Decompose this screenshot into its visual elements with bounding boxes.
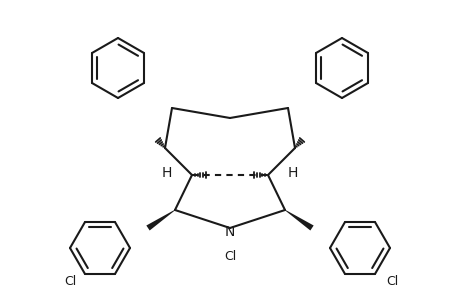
Text: H: H — [287, 166, 298, 180]
Polygon shape — [284, 210, 313, 230]
Polygon shape — [146, 210, 175, 230]
Text: Cl: Cl — [385, 275, 397, 289]
Text: Cl: Cl — [224, 250, 235, 263]
Text: N: N — [224, 225, 235, 239]
Text: Cl: Cl — [64, 275, 76, 289]
Text: H: H — [161, 166, 172, 180]
